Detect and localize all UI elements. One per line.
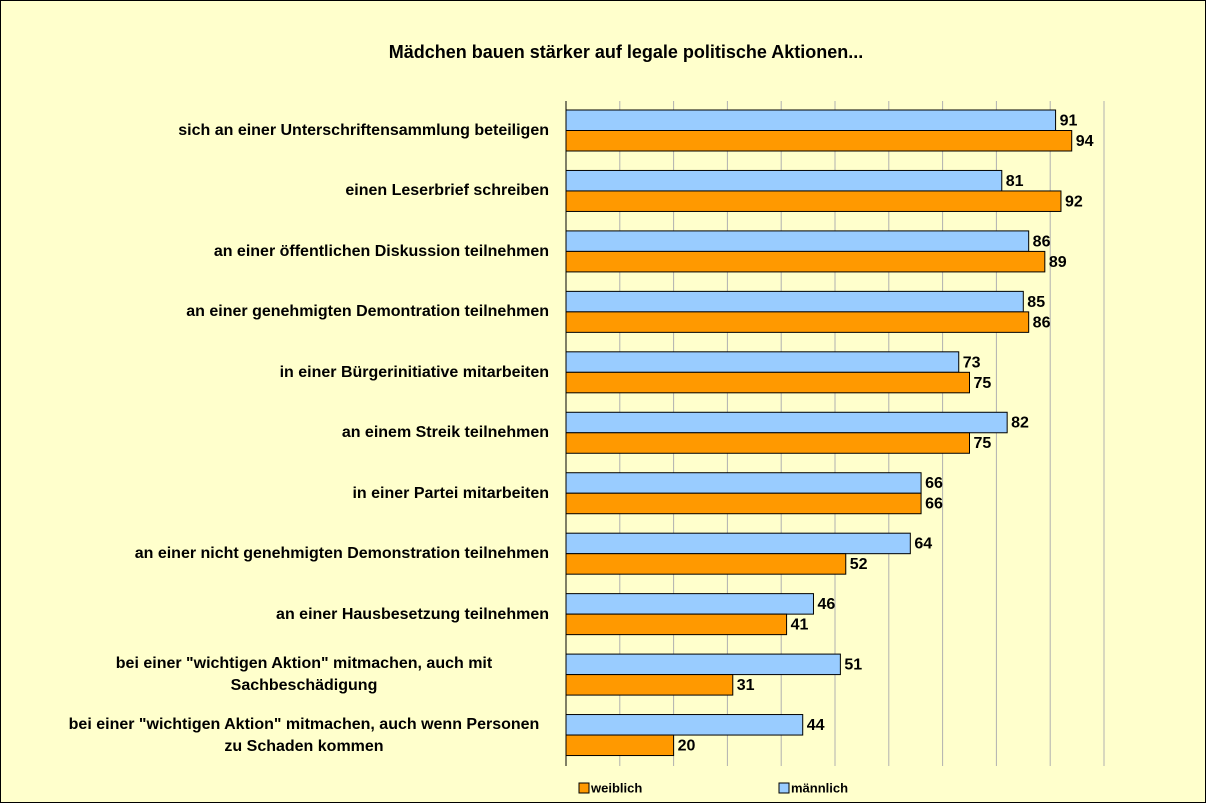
data-label: 85: [1027, 294, 1045, 311]
data-label: 41: [791, 617, 809, 634]
bar: [565, 190, 1062, 212]
data-label: 64: [914, 536, 932, 553]
data-label: 20: [678, 738, 696, 755]
bar: [565, 411, 1008, 434]
y-tick-label: in einer Bürgerinitiative mitarbeiten: [279, 363, 549, 381]
data-label: 52: [850, 556, 868, 573]
data-label: 92: [1065, 193, 1083, 210]
bar: [565, 109, 1057, 131]
y-tick-label: bei einer "wichtigen Aktion" mitmachen, …: [68, 715, 540, 755]
legend-label: weiblich: [590, 780, 642, 795]
y-tick-label: in einer Partei mitarbeiten: [352, 484, 549, 502]
data-label: 75: [974, 375, 992, 392]
data-label: 82: [1011, 415, 1029, 432]
category-label-box: sich an einer Unterschriftensammlung bet…: [29, 101, 549, 161]
bar: [565, 674, 734, 696]
data-label: 46: [817, 596, 835, 613]
data-label: 89: [1049, 254, 1067, 271]
bar: [565, 371, 970, 394]
data-label: 94: [1076, 133, 1094, 150]
bar: [565, 169, 1003, 192]
data-label: 44: [807, 717, 825, 734]
chart-title: Mädchen bauen stärker auf legale politis…: [389, 42, 863, 62]
data-label: 81: [1006, 173, 1024, 190]
data-label: 86: [1033, 233, 1051, 250]
category-label-box: an einem Streik teilnehmen: [29, 403, 549, 463]
bar: [565, 432, 970, 454]
bar: [565, 311, 1030, 333]
y-tick-label: an einer genehmigten Demontration teilne…: [186, 303, 549, 321]
bar: [565, 230, 1030, 252]
y-tick-label: bei einer "wichtigen Aktion" mitmachen, …: [115, 655, 493, 695]
category-label-box: an einer Hausbesetzung teilnehmen: [29, 585, 549, 645]
data-label: 31: [737, 677, 755, 694]
bar: [565, 351, 960, 373]
data-label: 66: [925, 475, 943, 492]
y-tick-label: an einem Streik teilnehmen: [341, 424, 549, 442]
bar: [565, 653, 841, 676]
data-label: 73: [963, 354, 981, 371]
category-label-box: bei einer "wichtigen Aktion" mitmachen, …: [29, 706, 549, 766]
bar: [565, 472, 922, 494]
category-label-box: an einer nicht genehmigten Demonstration…: [29, 524, 549, 584]
y-tick-label: einen Leserbrief schreiben: [345, 182, 549, 200]
bar: [565, 290, 1024, 313]
bar: [565, 492, 922, 515]
category-label-box: an einer öffentlichen Diskussion teilneh…: [29, 222, 549, 282]
category-label-box: bei einer "wichtigen Aktion" mitmachen, …: [29, 645, 549, 705]
data-label: 86: [1033, 314, 1051, 331]
bar: [565, 532, 911, 555]
category-label-box: in einer Partei mitarbeiten: [29, 464, 549, 524]
bar: [565, 714, 804, 736]
legend-swatch: [778, 782, 790, 794]
bar: [565, 553, 847, 575]
category-label-box: einen Leserbrief schreiben: [29, 161, 549, 221]
y-tick-label: an einer öffentlichen Diskussion teilneh…: [213, 242, 549, 260]
category-label-box: an einer genehmigten Demontration teilne…: [29, 282, 549, 342]
bar: [565, 130, 1073, 152]
y-tick-label: an einer Hausbesetzung teilnehmen: [276, 605, 549, 623]
bar: [565, 613, 788, 636]
bar: [565, 250, 1046, 273]
legend-label: männlich: [791, 780, 848, 795]
data-label: 51: [844, 657, 862, 674]
bar: [565, 593, 814, 615]
y-tick-label: an einer nicht genehmigten Demonstration…: [134, 545, 549, 563]
y-tick-label: sich an einer Unterschriftensammlung bet…: [178, 122, 549, 139]
data-label: 75: [974, 435, 992, 452]
bar: [565, 734, 675, 757]
category-label-box: in einer Bürgerinitiative mitarbeiten: [29, 343, 549, 403]
data-label: 66: [925, 496, 943, 513]
data-label: 91: [1060, 112, 1078, 129]
legend-swatch: [578, 782, 590, 794]
